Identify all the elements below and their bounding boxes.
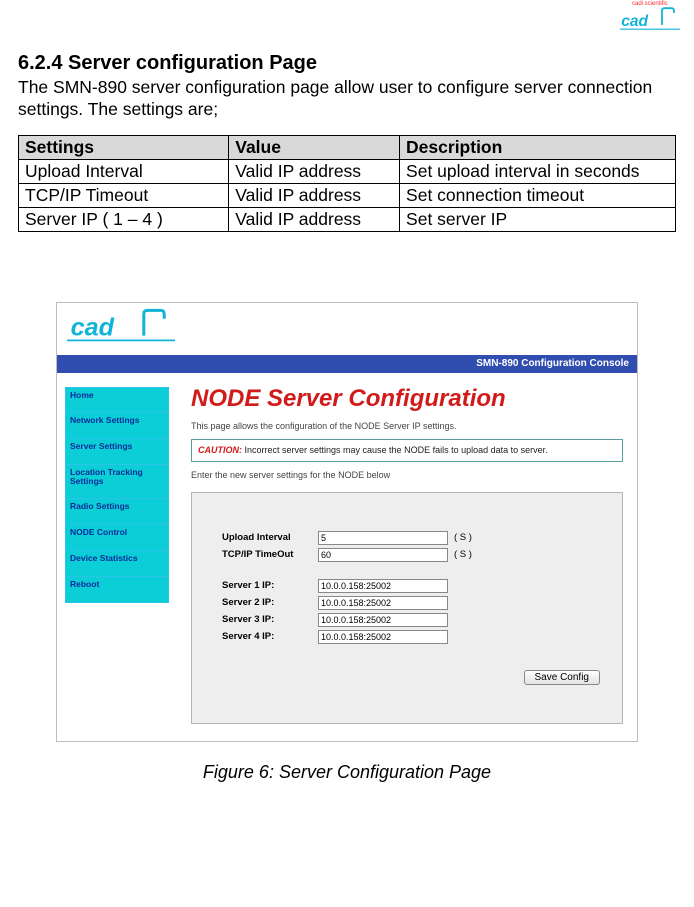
server2-ip-input[interactable] — [318, 596, 448, 610]
table-cell: TCP/IP Timeout — [19, 183, 229, 207]
server3-ip-input[interactable] — [318, 613, 448, 627]
table-header: Description — [400, 135, 676, 159]
tcpip-timeout-input[interactable] — [318, 548, 448, 562]
upload-interval-input[interactable] — [318, 531, 448, 545]
cadi-logo-inner: cad — [67, 307, 187, 351]
cadi-logo-top: cad — [620, 6, 680, 32]
form-row-server4: Server 4 IP: — [222, 630, 608, 644]
server4-ip-input[interactable] — [318, 630, 448, 644]
section-heading: 6.2.4 Server configuration Page — [18, 52, 676, 75]
table-row: Server IP ( 1 – 4 ) Valid IP address Set… — [19, 207, 676, 231]
caution-text: Incorrect server settings may cause the … — [242, 445, 548, 455]
settings-table: Settings Value Description Upload Interv… — [18, 135, 676, 232]
figure-caption: Figure 6: Server Configuration Page — [18, 762, 676, 783]
caution-box: CAUTION: Incorrect server settings may c… — [191, 439, 623, 462]
table-cell: Upload Interval — [19, 159, 229, 183]
table-row: TCP/IP Timeout Valid IP address Set conn… — [19, 183, 676, 207]
server1-ip-input[interactable] — [318, 579, 448, 593]
table-header: Settings — [19, 135, 229, 159]
form-label: Upload Interval — [222, 532, 318, 543]
screenshot-header: cad SMN-890 Configuration Console — [57, 303, 637, 373]
unit-label: ( S ) — [454, 532, 472, 543]
sidebar-item-stats[interactable]: Device Statistics — [65, 551, 169, 577]
sidebar-item-node-control[interactable]: NODE Control — [65, 525, 169, 551]
form-row-server3: Server 3 IP: — [222, 613, 608, 627]
unit-label: ( S ) — [454, 549, 472, 560]
caution-label: CAUTION: — [198, 445, 242, 455]
sidebar-item-server[interactable]: Server Settings — [65, 439, 169, 465]
sidebar-item-reboot[interactable]: Reboot — [65, 577, 169, 603]
form-label: TCP/IP TimeOut — [222, 549, 318, 560]
sidebar-nav: Home Network Settings Server Settings Lo… — [57, 373, 177, 734]
server-form-panel: Upload Interval ( S ) TCP/IP TimeOut ( S… — [191, 492, 623, 724]
sidebar-item-radio[interactable]: Radio Settings — [65, 499, 169, 525]
form-row-tcpip-timeout: TCP/IP TimeOut ( S ) — [222, 548, 608, 562]
svg-text:cad: cad — [71, 313, 115, 341]
sidebar-item-home[interactable]: Home — [65, 387, 169, 413]
table-cell: Valid IP address — [229, 159, 400, 183]
table-cell: Set connection timeout — [400, 183, 676, 207]
page-subtitle: This page allows the configuration of th… — [191, 421, 623, 431]
intro-paragraph: The SMN-890 server configuration page al… — [18, 77, 676, 121]
enter-instruction: Enter the new server settings for the NO… — [191, 470, 623, 480]
table-cell: Valid IP address — [229, 207, 400, 231]
sidebar-item-network[interactable]: Network Settings — [65, 413, 169, 439]
table-cell: Server IP ( 1 – 4 ) — [19, 207, 229, 231]
page-title: NODE Server Configuration — [191, 385, 623, 413]
form-label: Server 2 IP: — [222, 597, 318, 608]
sidebar-item-location[interactable]: Location Tracking Settings — [65, 465, 169, 499]
save-config-button[interactable]: Save Config — [524, 670, 600, 685]
form-row-server1: Server 1 IP: — [222, 579, 608, 593]
embedded-screenshot: cad SMN-890 Configuration Console Home N… — [56, 302, 638, 742]
form-label: Server 3 IP: — [222, 614, 318, 625]
table-cell: Set upload interval in seconds — [400, 159, 676, 183]
table-cell: Set server IP — [400, 207, 676, 231]
table-header: Value — [229, 135, 400, 159]
svg-text:cad: cad — [621, 13, 648, 30]
form-row-server2: Server 2 IP: — [222, 596, 608, 610]
table-row: Upload Interval Valid IP address Set upl… — [19, 159, 676, 183]
table-cell: Valid IP address — [229, 183, 400, 207]
form-label: Server 4 IP: — [222, 631, 318, 642]
form-row-upload-interval: Upload Interval ( S ) — [222, 531, 608, 545]
console-title-bar: SMN-890 Configuration Console — [57, 355, 637, 373]
form-label: Server 1 IP: — [222, 580, 318, 591]
